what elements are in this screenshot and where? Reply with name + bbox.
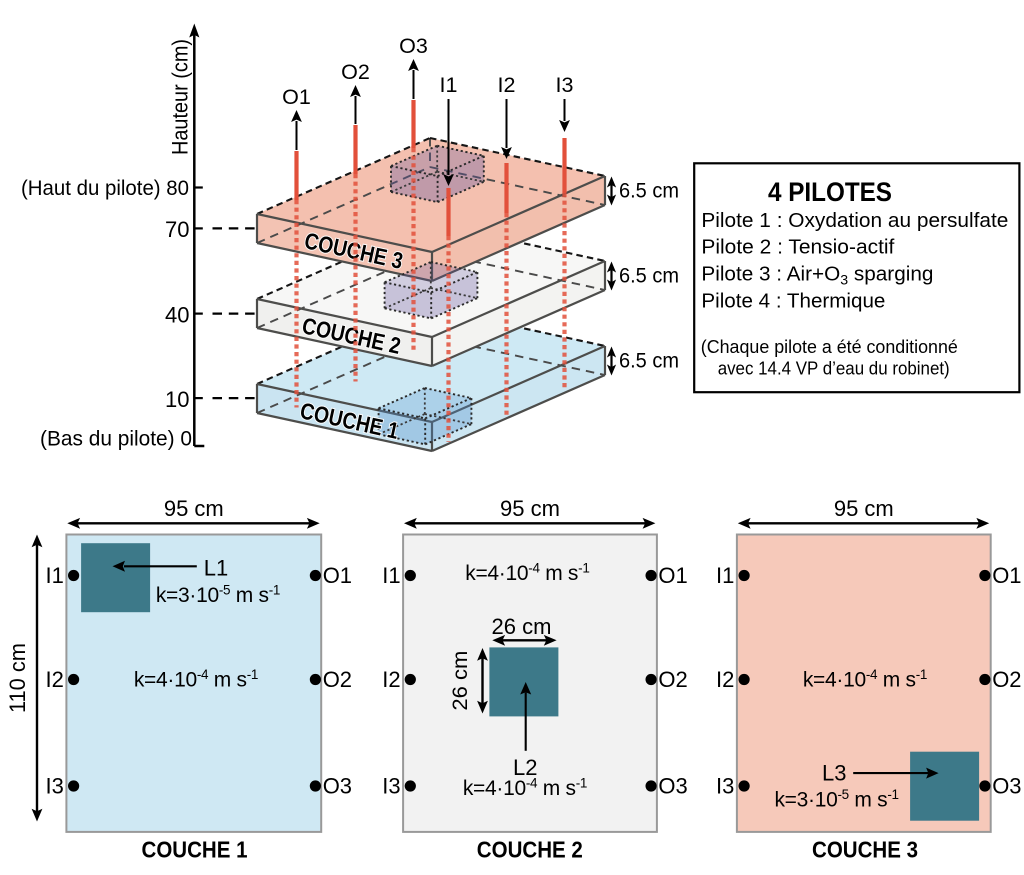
- svg-text:O1: O1: [992, 563, 1021, 588]
- svg-text:I2: I2: [716, 667, 734, 692]
- svg-text:O2: O2: [323, 667, 352, 692]
- svg-text:L1: L1: [204, 556, 228, 581]
- svg-text:O1: O1: [323, 563, 352, 588]
- svg-text:(Haut du pilote) 80: (Haut du pilote) 80: [21, 176, 189, 200]
- svg-text:O2: O2: [992, 667, 1021, 692]
- svg-text:I3: I3: [556, 73, 574, 97]
- svg-text:26 cm: 26 cm: [449, 651, 472, 711]
- svg-text:I3: I3: [716, 774, 734, 799]
- svg-text:I2: I2: [382, 667, 400, 692]
- svg-text:95 cm: 95 cm: [500, 496, 560, 521]
- svg-text:avec 14.4 VP d’eau du robinet): avec 14.4 VP d’eau du robinet): [718, 358, 950, 379]
- svg-text:COUCHE 3: COUCHE 3: [812, 837, 918, 863]
- svg-text:L3: L3: [822, 761, 846, 786]
- svg-text:O1: O1: [282, 85, 311, 109]
- svg-text:I1: I1: [46, 563, 64, 588]
- svg-text:70: 70: [165, 217, 189, 242]
- svg-text:I1: I1: [716, 563, 734, 588]
- svg-text:I1: I1: [382, 563, 400, 588]
- svg-text:Pilote 3 : Air+O3 sparging: Pilote 3 : Air+O 3 sparging: [701, 263, 933, 288]
- svg-text:L2: L2: [513, 755, 537, 780]
- svg-text:COUCHE 1: COUCHE 1: [142, 837, 248, 863]
- svg-text:I3: I3: [382, 774, 400, 799]
- svg-text:k=3·10-5 m s-1: k=3·10-5 m s-1: [774, 787, 898, 812]
- svg-text:6.5 cm: 6.5 cm: [619, 265, 679, 288]
- svg-text:COUCHE 2: COUCHE 2: [477, 837, 583, 863]
- svg-text:O2: O2: [341, 60, 370, 84]
- svg-text:(Chaque pilote a été condition: (Chaque pilote a été conditionné: [701, 336, 958, 357]
- svg-text:O3: O3: [658, 774, 687, 799]
- svg-text:k=4·10-4 m s-1: k=4·10-4 m s-1: [463, 775, 587, 800]
- svg-text:k=4·10-4 m s-1: k=4·10-4 m s-1: [134, 667, 258, 692]
- svg-text:O3: O3: [399, 34, 428, 58]
- svg-text:4 PILOTES: 4 PILOTES: [768, 177, 892, 207]
- svg-text:k=4·10-4 m s-1: k=4·10-4 m s-1: [465, 560, 589, 585]
- svg-text:10: 10: [165, 387, 189, 412]
- svg-text:6.5 cm: 6.5 cm: [619, 350, 679, 373]
- svg-text:95 cm: 95 cm: [164, 496, 224, 521]
- svg-text:O1: O1: [658, 563, 687, 588]
- svg-text:Pilote 1 : Oxydation au persul: Pilote 1 : Oxydation au persulfate: [701, 209, 1008, 232]
- svg-text:O3: O3: [992, 774, 1021, 799]
- svg-text:O3: O3: [323, 774, 352, 799]
- svg-text:I2: I2: [46, 667, 64, 692]
- svg-text:6.5 cm: 6.5 cm: [619, 180, 679, 203]
- svg-text:95 cm: 95 cm: [834, 496, 894, 521]
- svg-text:I1: I1: [440, 73, 458, 97]
- svg-text:I2: I2: [498, 73, 516, 97]
- svg-text:110 cm: 110 cm: [5, 643, 30, 713]
- svg-text:26 cm: 26 cm: [492, 614, 552, 639]
- svg-text:I3: I3: [46, 774, 64, 799]
- svg-text:Pilote 2 : Tensio-actif: Pilote 2 : Tensio-actif: [701, 236, 894, 259]
- svg-text:k=3·10-5 m s-1: k=3·10-5 m s-1: [156, 583, 280, 608]
- svg-text:40: 40: [165, 302, 189, 327]
- svg-text:O2: O2: [658, 667, 687, 692]
- svg-text:Pilote 4 : Thermique: Pilote 4 : Thermique: [701, 289, 885, 312]
- svg-text:k=4·10-4 m s-1: k=4·10-4 m s-1: [803, 667, 927, 692]
- svg-text:Hauteur (cm): Hauteur (cm): [167, 39, 192, 155]
- svg-text:(Bas du pilote) 0: (Bas du pilote) 0: [40, 427, 192, 451]
